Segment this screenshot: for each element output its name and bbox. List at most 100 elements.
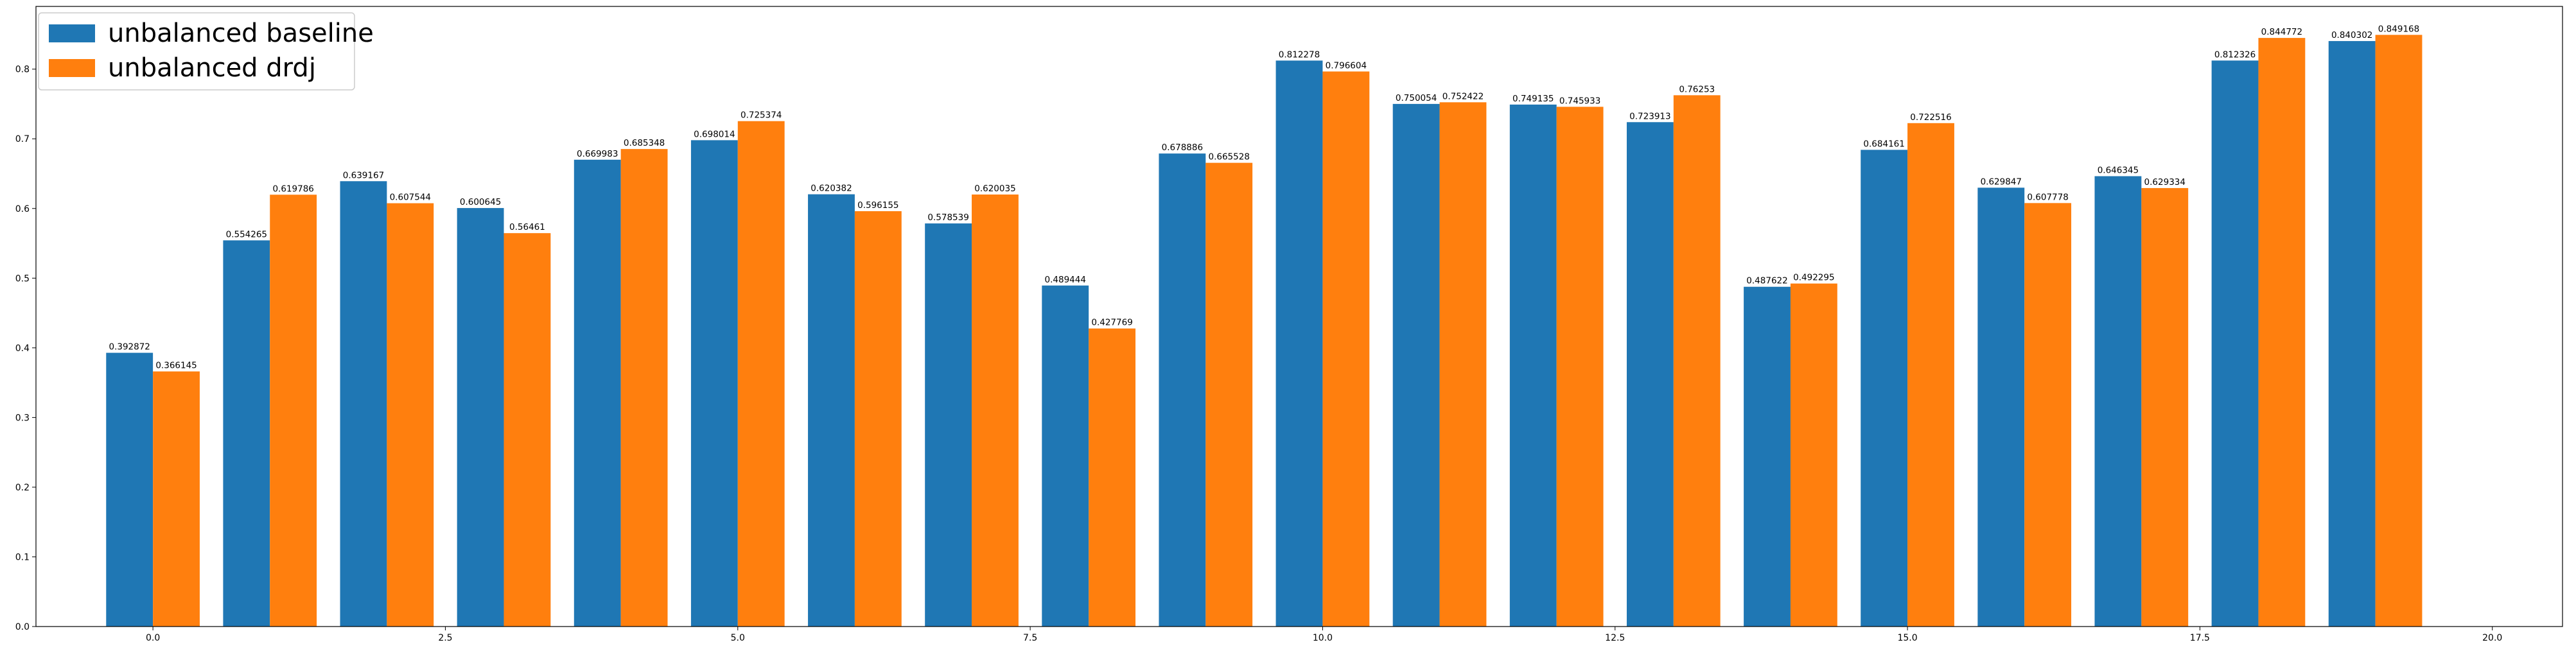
legend-label-1: unbalanced baseline	[108, 19, 374, 48]
bar-value-label: 0.749135	[1512, 94, 1554, 104]
y-tick-label: 0.4	[15, 343, 30, 354]
bar-series-1-item-2	[340, 181, 387, 627]
bar-series-2-item-18	[2258, 38, 2306, 627]
y-tick-label: 0.3	[15, 413, 30, 423]
bar-series-1-item-13	[1626, 122, 1674, 627]
plot-frame	[35, 6, 2563, 627]
bar-value-label: 0.684161	[1863, 139, 1904, 149]
bar-value-label: 0.840302	[2331, 30, 2372, 40]
bar-series-2-item-4	[620, 149, 668, 627]
bar-value-label: 0.723913	[1629, 111, 1670, 121]
bar-value-label: 0.56461	[509, 222, 545, 232]
bar-value-label: 0.669983	[577, 149, 618, 159]
bar-series-1-item-8	[1042, 285, 1089, 627]
bar-value-label: 0.596155	[857, 200, 898, 211]
x-tick-label: 2.5	[438, 633, 452, 643]
x-tick-label: 12.5	[1605, 633, 1625, 643]
bar-series-1-item-3	[457, 208, 504, 627]
x-tick-label: 17.5	[2190, 633, 2210, 643]
legend-swatch-2	[49, 59, 95, 77]
bar-series-2-item-8	[1089, 328, 1136, 627]
bar-value-label: 0.665528	[1209, 152, 1250, 162]
y-tick-label: 0.5	[15, 273, 30, 284]
bar-value-label: 0.76253	[1679, 84, 1715, 94]
bar-value-label: 0.750054	[1396, 93, 1437, 103]
bar-series-2-item-7	[972, 195, 1019, 627]
bar-value-label: 0.629847	[1981, 177, 2022, 187]
x-tick-label: 0.0	[146, 633, 160, 643]
bar-series-1-item-12	[1509, 104, 1557, 627]
bar-series-1-item-6	[808, 194, 855, 627]
bar-value-label: 0.392872	[109, 342, 150, 352]
bar-series-2-item-9	[1205, 162, 1253, 627]
bar-value-label: 0.745933	[1559, 96, 1600, 106]
bar-value-label: 0.427769	[1091, 318, 1132, 328]
bar-series-1-item-0	[106, 352, 153, 627]
bar-value-label: 0.620035	[974, 184, 1015, 194]
y-tick-label: 0.7	[15, 134, 30, 144]
y-tick-label: 0.8	[15, 65, 30, 75]
legend: unbalanced baseline unbalanced drdj	[38, 12, 374, 91]
bar-series-2-item-10	[1322, 71, 1370, 627]
bar-value-label: 0.752422	[1442, 91, 1484, 101]
bar-series-1-item-14	[1744, 286, 1791, 627]
bar-series-2-item-19	[2375, 35, 2423, 627]
bar-value-label: 0.492295	[1793, 273, 1834, 283]
bar-value-label: 0.619786	[272, 184, 313, 194]
bar-value-label: 0.725374	[740, 110, 782, 121]
bar-series-2-item-16	[2024, 203, 2072, 627]
bar-value-label: 0.849168	[2378, 24, 2419, 34]
bar-value-label: 0.646345	[2098, 165, 2139, 175]
bar-value-label: 0.487622	[1746, 276, 1787, 286]
bar-series-1-item-7	[925, 223, 972, 627]
y-tick-label: 0.6	[15, 204, 30, 214]
bar-value-label: 0.796604	[1326, 60, 1367, 71]
bar-series-1-item-5	[690, 140, 738, 627]
bar-value-label: 0.698014	[694, 129, 735, 139]
legend-swatch-1	[49, 24, 95, 42]
bar-value-label: 0.607778	[2027, 192, 2068, 202]
bar-value-label: 0.620382	[810, 184, 852, 194]
legend-label-2: unbalanced drdj	[108, 53, 316, 83]
legend-box	[38, 12, 355, 91]
bar-value-label: 0.629334	[2144, 177, 2186, 187]
bar-value-label: 0.678886	[1162, 143, 1203, 153]
bar-value-label: 0.578539	[927, 212, 968, 223]
bar-series-2-item-15	[1907, 123, 1954, 627]
bar-value-label: 0.489444	[1045, 275, 1086, 285]
bar-series-2-item-3	[504, 233, 551, 627]
bar-series-1-item-19	[2328, 40, 2376, 627]
bar-value-label: 0.600645	[460, 197, 501, 207]
bar-series-1-item-17	[2094, 176, 2142, 627]
bar-series-1-item-18	[2211, 60, 2259, 627]
x-tick-label: 5.0	[731, 633, 745, 643]
y-tick-label: 0.1	[15, 552, 30, 562]
axes-layer: 0.0 0.1 0.2 0.3 0.4 0.5 0.6 0.7 0.8 0.0 2.5 5.0 7.5 1…	[15, 6, 2563, 643]
bar-series-2-item-14	[1790, 283, 1837, 627]
bar-series-2-item-11	[1439, 102, 1487, 627]
bar-value-label: 0.685348	[624, 138, 665, 148]
x-tick-label: 7.5	[1023, 633, 1037, 643]
x-tick-label: 15.0	[1897, 633, 1917, 643]
bar-series-1-item-1	[223, 240, 270, 627]
bars-layer	[106, 35, 2423, 627]
bar-series-1-item-15	[1861, 150, 1908, 627]
bar-series-1-item-4	[574, 159, 621, 627]
bar-series-2-item-13	[1673, 95, 1721, 627]
bar-value-label: 0.554265	[226, 229, 267, 239]
bar-series-2-item-2	[387, 203, 434, 627]
bar-series-1-item-10	[1275, 60, 1323, 627]
bar-series-1-item-11	[1392, 103, 1440, 627]
bar-value-label: 0.812278	[1279, 49, 1320, 60]
bar-series-2-item-1	[270, 195, 317, 627]
bar-series-2-item-17	[2141, 187, 2189, 627]
bar-series-2-item-5	[737, 121, 785, 627]
bar-series-2-item-12	[1556, 107, 1604, 627]
x-tick-label: 20.0	[2482, 633, 2502, 643]
bar-value-label: 0.844772	[2261, 27, 2302, 37]
bar-value-label: 0.639167	[343, 170, 384, 180]
bar-value-label: 0.722516	[1910, 112, 1951, 123]
y-tick-label: 0.0	[15, 622, 30, 632]
x-tick-label: 10.0	[1313, 633, 1333, 643]
